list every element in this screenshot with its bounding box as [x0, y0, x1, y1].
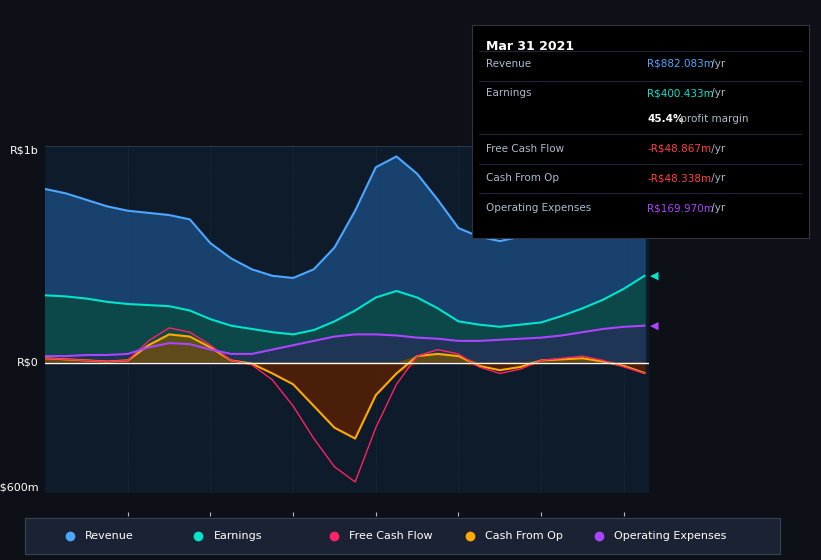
- Text: /yr: /yr: [708, 58, 725, 68]
- Text: ◀: ◀: [649, 166, 658, 176]
- Text: -R$48.867m: -R$48.867m: [647, 143, 711, 153]
- Text: Operating Expenses: Operating Expenses: [614, 531, 726, 541]
- Text: R$169.970m: R$169.970m: [647, 203, 714, 213]
- Text: 45.4%: 45.4%: [647, 114, 684, 124]
- Text: -R$48.338m: -R$48.338m: [647, 174, 711, 184]
- Text: R$882.083m: R$882.083m: [647, 58, 714, 68]
- Text: Cash From Op: Cash From Op: [485, 174, 558, 184]
- Text: Earnings: Earnings: [485, 88, 531, 99]
- Text: Earnings: Earnings: [213, 531, 262, 541]
- Text: /yr: /yr: [708, 174, 725, 184]
- Text: Cash From Op: Cash From Op: [485, 531, 563, 541]
- Text: Free Cash Flow: Free Cash Flow: [485, 143, 564, 153]
- Text: -R$600m: -R$600m: [0, 483, 39, 493]
- Text: Mar 31 2021: Mar 31 2021: [485, 40, 574, 53]
- Text: ◀: ◀: [649, 321, 658, 331]
- Text: Operating Expenses: Operating Expenses: [485, 203, 591, 213]
- Text: Revenue: Revenue: [85, 531, 134, 541]
- Text: R$400.433m: R$400.433m: [647, 88, 714, 99]
- Text: Revenue: Revenue: [485, 58, 530, 68]
- Text: R$0: R$0: [17, 358, 39, 367]
- Text: ◀: ◀: [649, 271, 658, 281]
- Text: /yr: /yr: [708, 88, 725, 99]
- Text: profit margin: profit margin: [677, 114, 749, 124]
- Text: Free Cash Flow: Free Cash Flow: [350, 531, 433, 541]
- Text: R$1b: R$1b: [11, 146, 39, 156]
- Text: /yr: /yr: [708, 203, 725, 213]
- Text: /yr: /yr: [708, 143, 725, 153]
